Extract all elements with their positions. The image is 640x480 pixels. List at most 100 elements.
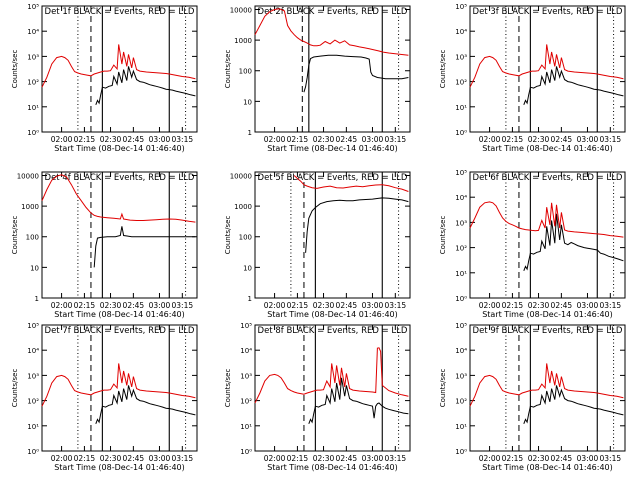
- y-tick-label: 10⁴: [455, 28, 467, 36]
- y-tick-label: 10⁰: [240, 448, 252, 456]
- series-lld: [469, 201, 624, 238]
- x-tick-label: 02:15: [74, 454, 96, 463]
- x-tick-label: 02:30: [100, 301, 122, 310]
- x-tick-label: 03:15: [385, 301, 407, 310]
- y-tick-label: 1000: [234, 203, 252, 211]
- x-tick-label: 02:15: [287, 135, 309, 144]
- x-tick-label: 02:30: [313, 135, 335, 144]
- series-events: [308, 377, 409, 424]
- series-lld: [41, 174, 196, 223]
- y-tick-label: 10: [243, 264, 252, 272]
- x-tick-label: 03:15: [172, 135, 194, 144]
- x-axis-label: Start Time (08-Dec-14 01:46:40): [267, 144, 398, 153]
- x-tick-label: 02:45: [123, 135, 145, 144]
- y-tick-label: 10³: [240, 372, 252, 380]
- x-tick-label: 03:15: [385, 135, 407, 144]
- x-tick-label: 03:00: [362, 454, 384, 463]
- x-tick-label: 02:30: [100, 135, 122, 144]
- series-events: [523, 385, 624, 424]
- y-tick-label: 10¹: [455, 104, 467, 112]
- x-tick-label: 02:45: [551, 135, 573, 144]
- x-tick-label: 02:00: [479, 135, 501, 144]
- y-axis-label: Counts/sec: [11, 369, 19, 408]
- x-tick-label: 02:45: [123, 454, 145, 463]
- plot-frame: [469, 5, 626, 133]
- x-tick-label: 03:00: [577, 135, 599, 144]
- y-tick-label: 10³: [455, 53, 467, 61]
- y-tick-label: 10¹: [455, 423, 467, 431]
- y-tick-label: 10¹: [27, 104, 39, 112]
- y-tick-label: 10¹: [240, 423, 252, 431]
- y-tick-label: 10⁴: [240, 347, 252, 355]
- panel-title: Det 1f BLACK = Events, RED = LLD: [45, 7, 195, 17]
- y-axis-label: Counts/sec: [439, 369, 447, 408]
- y-tick-label: 10⁰: [27, 448, 39, 456]
- x-tick-label: 03:00: [149, 301, 171, 310]
- y-axis-label: Counts/sec: [439, 216, 447, 255]
- y-axis-label: Counts/sec: [439, 50, 447, 89]
- x-tick-label: 03:00: [149, 454, 171, 463]
- y-tick-label: 1000: [21, 203, 39, 211]
- y-tick-label: 10²: [240, 398, 252, 406]
- x-tick-label: 02:15: [502, 454, 524, 463]
- y-tick-label: 10³: [455, 219, 467, 227]
- x-tick-label: 03:00: [577, 301, 599, 310]
- x-tick-label: 03:15: [385, 454, 407, 463]
- y-tick-label: 10⁰: [455, 129, 467, 137]
- x-tick-label: 03:15: [600, 301, 622, 310]
- detector-panel-5: Det 5f BLACK = Events, RED = LLD 1 10 100 10…: [224, 171, 411, 319]
- y-tick-label: 10³: [27, 372, 39, 380]
- x-tick-label: 02:00: [264, 301, 286, 310]
- series-lld: [293, 175, 409, 192]
- x-tick-label: 02:30: [528, 301, 550, 310]
- x-tick-label: 03:00: [362, 301, 384, 310]
- detector-panel-2: Det 2f BLACK = Events, RED = LLD 1 10 100 10…: [224, 5, 411, 153]
- y-tick-label: 1000: [234, 37, 252, 45]
- y-axis-label: Counts/sec: [224, 216, 232, 255]
- series-events: [523, 66, 624, 105]
- panel-title: Det 9f BLACK = Events, RED = LLD: [473, 326, 623, 336]
- series-lld: [469, 44, 624, 88]
- detector-panel-7: Det 7f BLACK = Events, RED = LLD 10⁰ 10¹ 10…: [11, 322, 198, 472]
- x-axis-label: Start Time (08-Dec-14 01:46:40): [54, 310, 185, 319]
- plot-frame: [469, 324, 626, 452]
- y-tick-label: 10000: [230, 6, 252, 14]
- x-tick-label: 03:00: [149, 135, 171, 144]
- x-tick-label: 02:00: [264, 135, 286, 144]
- y-tick-label: 10²: [455, 245, 467, 253]
- x-axis-label: Start Time (08-Dec-14 01:46:40): [482, 144, 613, 153]
- series-lld: [41, 363, 196, 407]
- plot-frame: [469, 171, 626, 299]
- y-tick-label: 10⁵: [455, 169, 467, 177]
- x-tick-label: 02:45: [336, 135, 358, 144]
- x-tick-label: 02:15: [502, 135, 524, 144]
- series-lld: [41, 44, 196, 88]
- panel-title: Det 4f BLACK = Events, RED = LLD: [45, 173, 195, 183]
- y-tick-label: 10⁵: [455, 322, 467, 330]
- x-tick-label: 02:30: [528, 454, 550, 463]
- series-events: [305, 197, 409, 253]
- detector-panel-4: Det 4f BLACK = Events, RED = LLD 1 10 100 10…: [11, 171, 198, 319]
- x-axis-label: Start Time (08-Dec-14 01:46:40): [54, 144, 185, 153]
- x-tick-label: 02:45: [123, 301, 145, 310]
- x-tick-label: 02:30: [100, 454, 122, 463]
- detector-panel-8: Det 8f BLACK = Events, RED = LLD 10⁰ 10¹ 10…: [224, 322, 411, 472]
- series-events: [523, 213, 624, 271]
- y-axis-label: Counts/sec: [11, 50, 19, 89]
- plot-frame: [41, 5, 198, 133]
- x-tick-label: 02:00: [51, 301, 73, 310]
- x-tick-label: 02:15: [502, 301, 524, 310]
- x-tick-label: 02:30: [313, 454, 335, 463]
- x-axis-label: Start Time (08-Dec-14 01:46:40): [482, 310, 613, 319]
- series-events: [95, 66, 196, 105]
- x-tick-label: 02:00: [479, 301, 501, 310]
- x-tick-label: 02:00: [479, 454, 501, 463]
- y-tick-label: 1: [248, 295, 252, 303]
- x-tick-label: 02:15: [74, 301, 96, 310]
- panel-title: Det 6f BLACK = Events, RED = LLD: [473, 173, 623, 183]
- x-tick-label: 03:15: [600, 454, 622, 463]
- y-tick-label: 10⁵: [27, 3, 39, 11]
- y-tick-label: 10⁰: [455, 295, 467, 303]
- x-tick-label: 03:15: [172, 301, 194, 310]
